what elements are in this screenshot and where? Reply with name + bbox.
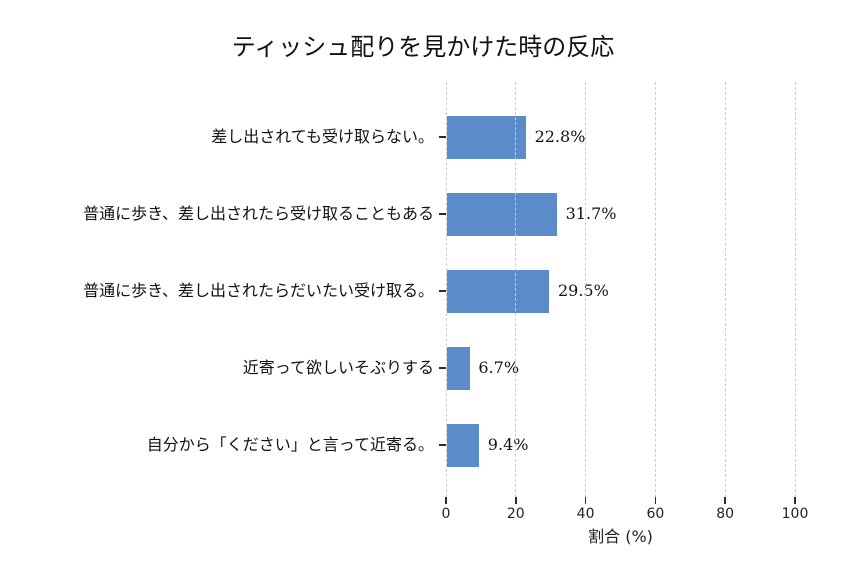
bar	[446, 346, 470, 390]
x-tick-label: 20	[506, 506, 525, 522]
gridline	[654, 82, 656, 497]
bar	[446, 115, 527, 159]
gridline	[794, 82, 796, 497]
value-label: 31.7%	[565, 204, 617, 223]
x-tick-label: 100	[781, 506, 809, 522]
value-label: 6.7%	[478, 358, 520, 377]
x-axis-tick	[654, 497, 657, 504]
x-axis-tick	[724, 497, 726, 504]
x-tick-label: 80	[716, 506, 735, 522]
bar	[446, 269, 550, 313]
category-label: 普通に歩き、差し出されたらだいたい受け取る。	[83, 281, 434, 300]
x-tick-label: 60	[646, 506, 665, 522]
x-axis-tick	[445, 497, 447, 504]
y-axis-tick	[439, 367, 446, 369]
category-label: 普通に歩き、差し出されたら受け取ることもある	[83, 204, 434, 223]
x-axis-label: 割合 (%)	[588, 527, 653, 546]
chart-title: ティッシュ配りを見かけた時の反応	[231, 33, 615, 61]
value-label: 29.5%	[557, 281, 609, 300]
gridline	[515, 82, 517, 497]
gridline	[585, 82, 587, 497]
category-label: 差し出されても受け取らない。	[211, 127, 434, 146]
bar	[446, 423, 480, 467]
category-label: 近寄って欲しいそぶりする	[242, 358, 434, 377]
x-tick-label: 0	[441, 506, 451, 522]
category-label: 自分から「ください」と言って近寄る。	[146, 435, 434, 454]
bar	[446, 192, 558, 236]
y-axis-tick	[439, 213, 446, 215]
x-axis-tick	[584, 497, 587, 504]
x-axis-tick	[794, 497, 796, 504]
gridline	[445, 82, 447, 497]
y-axis-tick	[439, 136, 446, 138]
x-tick-label: 40	[576, 506, 595, 522]
value-label: 9.4%	[487, 435, 529, 454]
gridline	[724, 82, 726, 497]
y-axis-tick	[439, 290, 446, 292]
x-axis-tick	[515, 497, 517, 504]
y-axis-tick	[439, 444, 446, 446]
value-label: 22.8%	[534, 127, 586, 146]
